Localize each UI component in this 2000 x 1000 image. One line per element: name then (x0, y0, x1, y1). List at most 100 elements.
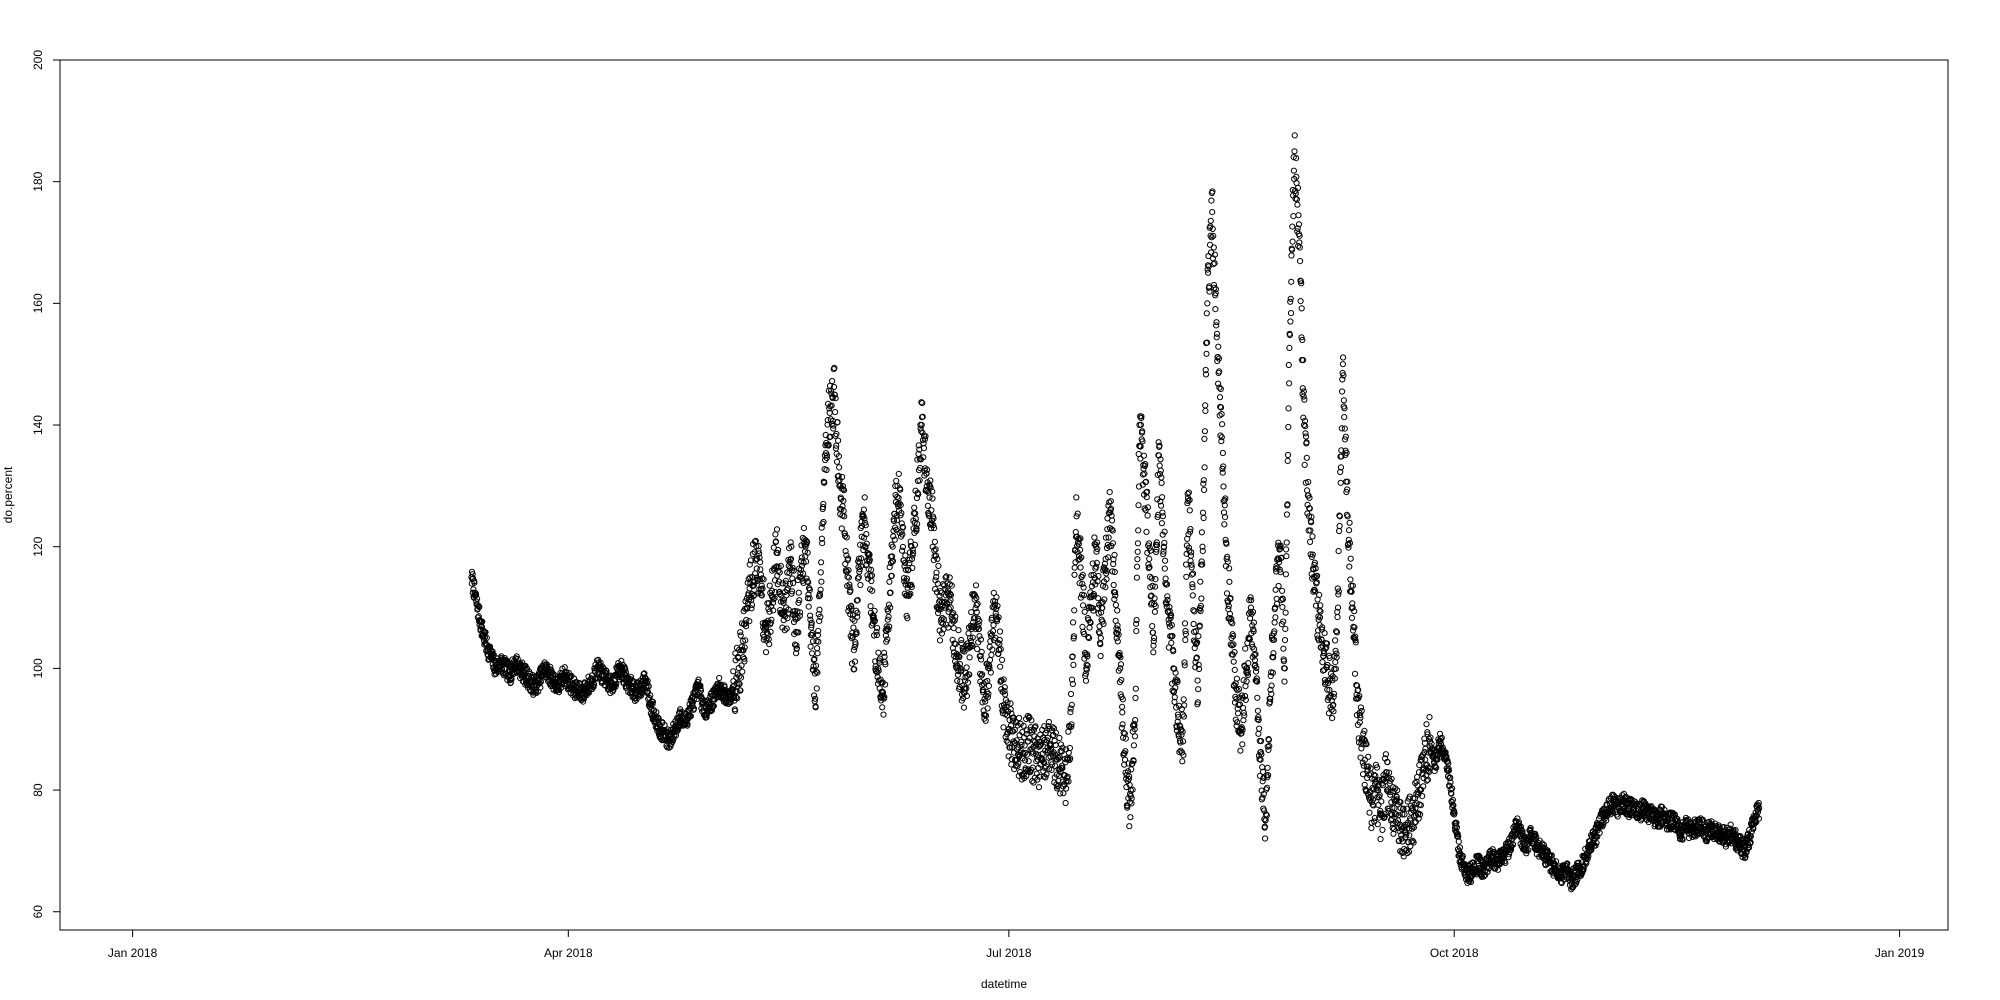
data-point (1284, 554, 1289, 559)
data-point (1202, 465, 1207, 470)
data-points (469, 133, 1762, 892)
data-point (1120, 710, 1125, 715)
data-point (1153, 577, 1158, 582)
data-point (1202, 436, 1207, 441)
data-point (738, 633, 743, 638)
data-point (1263, 836, 1268, 841)
data-point (1347, 564, 1352, 569)
data-point (819, 579, 824, 584)
data-point (821, 519, 826, 524)
data-point (1298, 259, 1303, 264)
data-point (761, 577, 766, 582)
data-point (784, 593, 789, 598)
data-point (1159, 521, 1164, 526)
data-point (1352, 671, 1357, 676)
y-axis-label: do.percent (1, 466, 15, 523)
data-point (979, 657, 984, 662)
data-point (1297, 240, 1302, 245)
data-point (763, 650, 768, 655)
data-point (1078, 565, 1083, 570)
data-point (1358, 705, 1363, 710)
data-point (1298, 299, 1303, 304)
data-point (1057, 735, 1062, 740)
data-point (1255, 708, 1260, 713)
data-point (1128, 815, 1133, 820)
data-point (929, 508, 934, 513)
data-point (1336, 549, 1341, 554)
data-point (1322, 631, 1327, 636)
data-point (1294, 180, 1299, 185)
data-point (801, 526, 806, 531)
data-point (1220, 422, 1225, 427)
data-point (1127, 824, 1132, 829)
data-point (1216, 344, 1221, 349)
data-point (808, 644, 813, 649)
data-point (1231, 659, 1236, 664)
data-point (1201, 515, 1206, 520)
data-point (1133, 695, 1138, 700)
data-point (1152, 609, 1157, 614)
data-point (1330, 716, 1335, 721)
data-point (1072, 572, 1077, 577)
data-point (1276, 583, 1281, 588)
data-point (880, 705, 885, 710)
data-point (900, 548, 905, 553)
data-point (1369, 826, 1374, 831)
y-axis: 6080100120140160180200 (31, 50, 60, 919)
data-point (1285, 458, 1290, 463)
data-point (1373, 773, 1378, 778)
data-point (1071, 620, 1076, 625)
data-point (773, 532, 778, 537)
data-point (1337, 523, 1342, 528)
data-point (1199, 596, 1204, 601)
data-point (1203, 408, 1208, 413)
data-point (1265, 765, 1270, 770)
data-point (1120, 704, 1125, 709)
data-point (1144, 529, 1149, 534)
data-point (1310, 534, 1315, 539)
data-point (1347, 528, 1352, 533)
data-point (1092, 535, 1097, 540)
data-point (1191, 621, 1196, 626)
data-point (1285, 452, 1290, 457)
data-point (961, 705, 966, 710)
data-point (1152, 635, 1157, 640)
data-point (796, 590, 801, 595)
data-point (1304, 455, 1309, 460)
data-point (1200, 510, 1205, 515)
data-point (1107, 490, 1112, 495)
data-point (1068, 706, 1073, 711)
data-point (1119, 725, 1124, 730)
data-point (1333, 638, 1338, 643)
data-point (1072, 608, 1077, 613)
data-point (1256, 731, 1261, 736)
data-point (1190, 593, 1195, 598)
data-point (1063, 800, 1068, 805)
data-point (1282, 679, 1287, 684)
data-point (1296, 213, 1301, 218)
data-point (769, 617, 774, 622)
data-point (975, 601, 980, 606)
data-point (1241, 705, 1246, 710)
data-point (1074, 495, 1079, 500)
data-point (1288, 319, 1293, 324)
data-point (973, 583, 978, 588)
data-point (1272, 620, 1277, 625)
data-point (969, 610, 974, 615)
data-point (1342, 406, 1347, 411)
data-point (1238, 748, 1243, 753)
data-point (1283, 572, 1288, 577)
data-point (937, 638, 942, 643)
data-point (1108, 499, 1113, 504)
data-point (1246, 661, 1251, 666)
data-point (1209, 198, 1214, 203)
data-point (1202, 487, 1207, 492)
data-point (1207, 289, 1212, 294)
data-point (998, 664, 1003, 669)
data-point (1217, 395, 1222, 400)
data-point (836, 438, 841, 443)
data-point (1424, 722, 1429, 727)
data-point (1098, 653, 1103, 658)
data-point (1131, 743, 1136, 748)
